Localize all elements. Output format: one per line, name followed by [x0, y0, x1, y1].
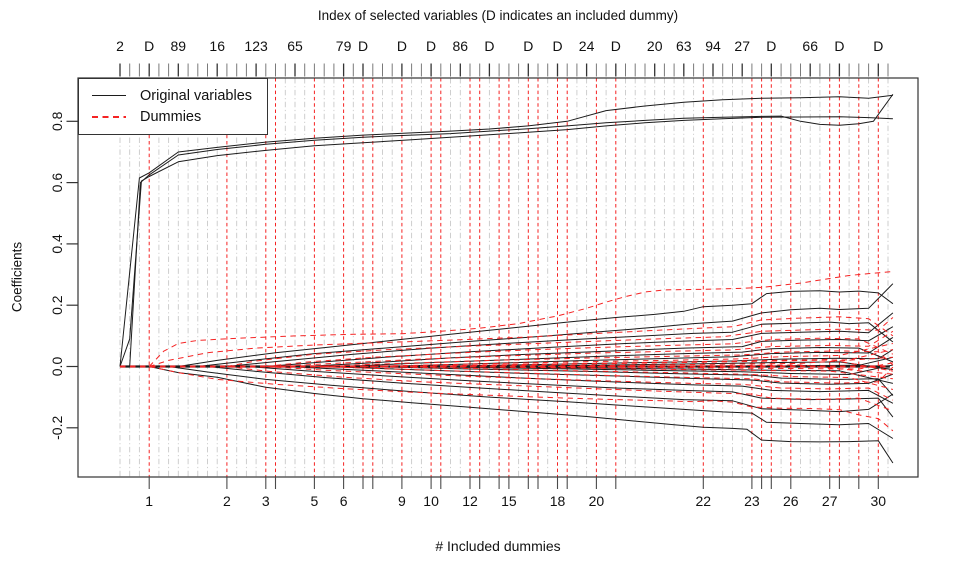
top-axis-label: D [144, 38, 154, 54]
legend-item-original-variables: Original variables [79, 85, 267, 106]
curve-orig-17 [120, 366, 894, 418]
x-axis-tick-label: 30 [871, 493, 887, 509]
curve-orig-1 [119, 94, 893, 367]
curve-dummy-14 [411, 349, 894, 367]
y-axis-tick-label: 0.2 [49, 295, 65, 315]
x-axis-tick-label: 12 [462, 493, 478, 509]
curve-dummy-18 [567, 364, 893, 375]
x-axis-title: # Included dummies [435, 538, 561, 554]
curve-orig-15 [120, 366, 894, 439]
curve-orig-2 [129, 94, 894, 367]
legend-label: Dummies [140, 108, 202, 125]
x-axis-tick-label: 26 [783, 493, 799, 509]
top-axis-label: D [766, 38, 776, 54]
curve-orig-7 [120, 312, 894, 367]
x-axis-tick-label: 22 [696, 493, 712, 509]
plot-box [77, 77, 919, 478]
x-axis-tick-label: 27 [822, 493, 838, 509]
curve-orig-19 [120, 366, 894, 385]
legend-label: Original variables [140, 87, 253, 104]
curve-dummy-2 [149, 316, 894, 367]
top-axis-label: 94 [705, 38, 721, 54]
x-axis-tick-label: 23 [744, 493, 760, 509]
top-axis-label: D [523, 38, 533, 54]
x-axis-tick-label: 5 [311, 493, 319, 509]
top-axis-label: 89 [171, 38, 187, 54]
top-axis-label: D [873, 38, 883, 54]
curve-dummy-3 [226, 317, 894, 367]
top-axis-label: D [484, 38, 494, 54]
top-axis-label: 123 [244, 38, 268, 54]
curve-orig-6 [120, 321, 894, 367]
curve-orig-16 [120, 366, 894, 413]
y-axis-tick-label: 0.8 [49, 111, 65, 131]
y-axis-tick-label: 0.4 [49, 234, 65, 254]
legend-solid-line-icon [92, 95, 126, 96]
top-axis-label: 79 [336, 38, 352, 54]
legend-dashed-line-icon [92, 115, 126, 118]
top-axis-label: D [426, 38, 436, 54]
top-axis-label: D [552, 38, 562, 54]
x-axis-tick-label: 1 [145, 493, 153, 509]
x-axis-tick-label: 2 [223, 493, 231, 509]
curve-dummy-9 [149, 366, 894, 432]
top-axis-label: 24 [579, 38, 595, 54]
top-axis-label: 2 [116, 38, 124, 54]
x-axis-tick-label: 20 [589, 493, 605, 509]
top-axis-label: 66 [802, 38, 818, 54]
curve-orig-5 [120, 283, 894, 367]
x-axis-tick-label: 18 [550, 493, 566, 509]
x-axis-tick-label: 15 [501, 493, 517, 509]
curve-dummy-15 [440, 366, 893, 380]
top-axis-label: 16 [209, 38, 225, 54]
top-axis-label: 27 [734, 38, 750, 54]
top-axis-label: 20 [647, 38, 663, 54]
x-axis-tick-label: 6 [340, 493, 348, 509]
x-axis-tick-label: 10 [423, 493, 439, 509]
curve-orig-3 [119, 116, 893, 367]
top-axis-label: 86 [453, 38, 469, 54]
curve-dummy-4 [265, 337, 894, 367]
curve-orig-18 [120, 366, 894, 404]
curve-dummy-7 [362, 343, 894, 367]
curve-dummy-8 [401, 359, 893, 372]
curve-dummy-12 [314, 366, 894, 384]
top-axis-label: 63 [676, 38, 692, 54]
curve-dummy-10 [226, 366, 894, 412]
x-axis-tick-label: 3 [262, 493, 270, 509]
curve-orig-14 [120, 366, 894, 464]
plot-title: Index of selected variables (D indicates… [317, 8, 679, 23]
top-axis-label: 65 [287, 38, 303, 54]
curve-orig-8 [120, 326, 894, 367]
top-axis-label: D [611, 38, 621, 54]
y-axis-tick-label: 0.0 [49, 357, 65, 377]
curve-dummy-13 [372, 366, 894, 390]
y-axis-tick-label: -0.2 [49, 416, 65, 440]
y-axis-tick-label: 0.6 [49, 173, 65, 193]
curve-dummy-11 [265, 366, 894, 401]
x-axis-tick-label: 9 [398, 493, 406, 509]
top-axis-label: D [358, 38, 368, 54]
curve-orig-4 [120, 290, 894, 367]
curve-orig-9 [120, 347, 894, 367]
top-axis-label: D [834, 38, 844, 54]
top-axis-label: D [397, 38, 407, 54]
curve-dummy-1 [148, 271, 893, 367]
legend: Original variables Dummies [78, 78, 268, 135]
y-axis-title: Coefficients [9, 241, 25, 313]
curve-dummy-6 [314, 350, 894, 367]
legend-item-dummies: Dummies [79, 106, 267, 127]
